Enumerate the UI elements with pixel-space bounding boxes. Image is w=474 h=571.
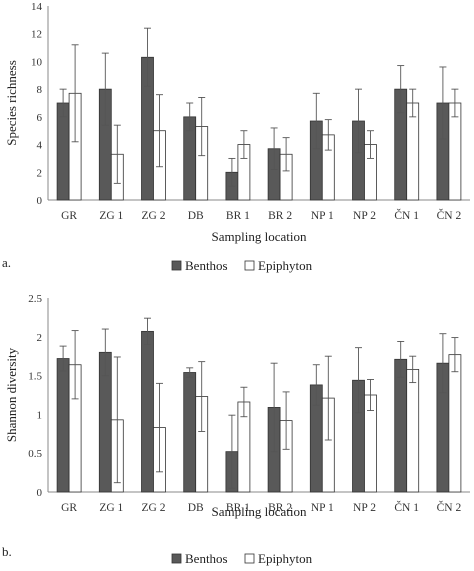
chart1-bar-epiphyton xyxy=(448,102,462,201)
chart1-x-tick-label: GR xyxy=(61,210,77,222)
chart1-legend-swatch-benthos xyxy=(171,260,182,271)
chart1-y-tick-label: 6 xyxy=(37,112,43,124)
chart1-bar-benthos xyxy=(56,102,70,201)
chart1-x-axis-title: Sampling location xyxy=(212,229,307,244)
chart2-x-tick-label: BR 2 xyxy=(268,502,292,514)
chart2-x-axis-title: Sampling location xyxy=(212,504,307,519)
chart2-y-tick-label: 1 xyxy=(37,409,43,421)
chart2-x-tick-label: ČN 2 xyxy=(437,500,462,514)
chart1-x-tick-label: ČN 2 xyxy=(437,208,462,222)
chart2-x-tick-label: DB xyxy=(188,502,204,514)
chart1-x-tick-label: NP 2 xyxy=(353,210,376,222)
chart1-y-tick-label: 14 xyxy=(31,1,43,13)
chart2-x-tick-label: ČN 1 xyxy=(394,500,419,514)
chart2-x-tick-label: ZG 1 xyxy=(99,502,123,514)
chart2-legend-swatch-epiphyton xyxy=(244,553,255,564)
chart2-x-tick-label: NP 1 xyxy=(311,502,334,514)
chart1-legend-label-epiphyton: Epiphyton xyxy=(258,258,313,273)
chart1-y-axis-title: Species richness xyxy=(4,60,19,146)
chart2-x-tick-label: GR xyxy=(61,502,77,514)
chart1-x-tick-label: ZG 1 xyxy=(99,210,123,222)
chart2-y-tick-label: 1.5 xyxy=(28,371,42,383)
chart1-y-tick-label: 0 xyxy=(37,195,43,207)
chart2-legend-swatch-benthos xyxy=(171,553,182,564)
chart1-x-tick-label: ZG 2 xyxy=(142,210,166,222)
chart2-y-tick-label: 2.5 xyxy=(28,293,42,305)
chart2-x-tick-label: ZG 2 xyxy=(142,502,166,514)
chart1-panel-label: a. xyxy=(2,255,11,270)
chart2-y-axis-title: Shannon diversity xyxy=(4,347,19,442)
chart2-y-tick-label: 2 xyxy=(37,332,43,344)
chart2-bar-benthos xyxy=(394,358,408,493)
chart2-bar-epiphyton xyxy=(448,354,462,493)
chart1-x-tick-label: BR 1 xyxy=(226,210,250,222)
chart2-y-tick-label: 0 xyxy=(37,487,43,499)
chart2-panel-label: b. xyxy=(2,544,12,559)
chart2-x-tick-label: NP 2 xyxy=(353,502,376,514)
chart2-bar-benthos xyxy=(141,330,154,493)
chart1-bar-epiphyton xyxy=(406,102,420,201)
chart2-bar-epiphyton xyxy=(406,368,420,493)
chart2-bar-benthos xyxy=(183,372,197,493)
chart1-x-tick-label: NP 1 xyxy=(311,210,334,222)
chart1-y-tick-label: 4 xyxy=(37,140,43,152)
chart1-x-tick-label: ČN 1 xyxy=(394,208,419,222)
chart2-y-tick-label: 0.5 xyxy=(28,448,42,460)
chart1-y-tick-label: 10 xyxy=(31,56,43,68)
chart1-legend-label-benthos: Benthos xyxy=(185,258,228,273)
chart2-x-tick-label: BR 1 xyxy=(226,502,250,514)
chart1-x-tick-label: DB xyxy=(188,210,204,222)
chart1-y-tick-label: 12 xyxy=(31,29,42,41)
chart2-legend-label-benthos: Benthos xyxy=(185,551,228,566)
chart1-y-tick-label: 2 xyxy=(37,167,43,179)
chart1-x-tick-label: BR 2 xyxy=(268,210,292,222)
chart2-bar-benthos xyxy=(56,358,70,493)
chart1-y-tick-label: 8 xyxy=(37,84,43,96)
chart2-legend-label-epiphyton: Epiphyton xyxy=(258,551,313,566)
chart1-legend-swatch-epiphyton xyxy=(244,260,255,271)
